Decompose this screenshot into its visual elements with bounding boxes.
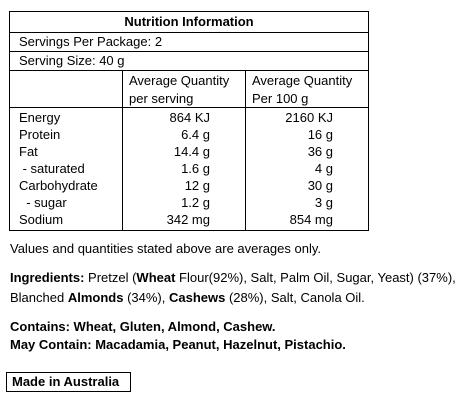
per-100g-value: 30 g (307, 178, 333, 193)
header-per-100g-line-2: Per 100 g (252, 91, 309, 106)
per-serving-value: 1.2 g (181, 195, 210, 210)
per-100g-value: 854 mg (289, 212, 333, 227)
ingredient-emphasis: Ingredients: (10, 270, 85, 285)
ingredient-emphasis: Almonds (67, 290, 124, 305)
per-serving-column: 864 KJ 6.4 g 14.4 g 1.6 g 12 g 1.2 g 342 mg (123, 108, 246, 230)
nutrient-name: Carbohydrate (19, 178, 98, 193)
contains-line: Contains: Wheat, Gluten, Almond, Cashew. (10, 319, 276, 334)
header-per-100g: Average Quantity Per 100 g (246, 71, 368, 107)
header-per-serving-line-2: per serving (129, 91, 194, 106)
ingredient-text: Pretzel ( (84, 270, 137, 285)
ingredient-emphasis: Wheat (136, 270, 176, 285)
header-per-serving-line-1: Average Quantity (129, 73, 230, 88)
servings-per-package: Servings Per Package: 2 (10, 33, 368, 52)
nutrition-panel: Nutrition Information Servings Per Packa… (9, 11, 369, 231)
ingredient-emphasis: Cashews (168, 290, 226, 305)
nutrient-name-column: Energy Protein Fat - saturated Carbohydrate… (10, 108, 123, 230)
ingredients-statement: Ingredients: Pretzel (Wheat Flour(92%), … (10, 268, 465, 308)
nutrient-name: - saturated (19, 161, 85, 176)
header-per-100g-line-1: Average Quantity (252, 73, 353, 88)
column-header-row: Average Quantity per serving Average Qua… (10, 71, 368, 108)
per-serving-value: 14.4 g (173, 144, 210, 159)
per-serving-value: 864 KJ (169, 110, 210, 125)
nutrient-table-body: Energy Protein Fat - saturated Carbohydrate… (10, 108, 368, 230)
serving-size: Serving Size: 40 g (10, 52, 368, 71)
nutrient-name: - sugar (19, 195, 67, 210)
per-100g-value: 16 g (307, 127, 333, 142)
per-100g-value: 4 g (314, 161, 333, 176)
per-serving-value: 342 mg (166, 212, 210, 227)
allergen-statement: Contains: Wheat, Gluten, Almond, Cashew.… (10, 318, 346, 354)
nutrient-name: Fat (19, 144, 38, 159)
nutrient-name: Energy (19, 110, 61, 125)
per-100g-value: 2160 KJ (285, 110, 333, 125)
per-100g-value: 36 g (307, 144, 333, 159)
per-100g-value: 3 g (314, 195, 333, 210)
ingredient-text: Flour(92%), Salt, Palm Oil, Sugar, Yeast… (10, 270, 456, 305)
per-serving-value: 6.4 g (181, 127, 210, 142)
per-serving-value: 1.6 g (181, 161, 210, 176)
header-per-serving: Average Quantity per serving (123, 71, 246, 107)
nutrient-name: Protein (19, 127, 61, 142)
may-contain-line: May Contain: Macadamia, Peanut, Hazelnut… (10, 337, 346, 352)
header-blank-cell (10, 71, 123, 107)
per-serving-value: 12 g (184, 178, 210, 193)
averages-note: Values and quantities stated above are a… (10, 241, 322, 256)
panel-title: Nutrition Information (10, 12, 368, 33)
ingredient-text: (34%), (123, 290, 169, 305)
nutrient-name: Sodium (19, 212, 64, 227)
origin-badge: Made in Australia (6, 372, 131, 392)
per-100g-column: 2160 KJ 16 g 36 g 4 g 30 g 3 g 854 mg (246, 108, 368, 230)
ingredient-text: (28%), Salt, Canola Oil. (225, 290, 365, 305)
